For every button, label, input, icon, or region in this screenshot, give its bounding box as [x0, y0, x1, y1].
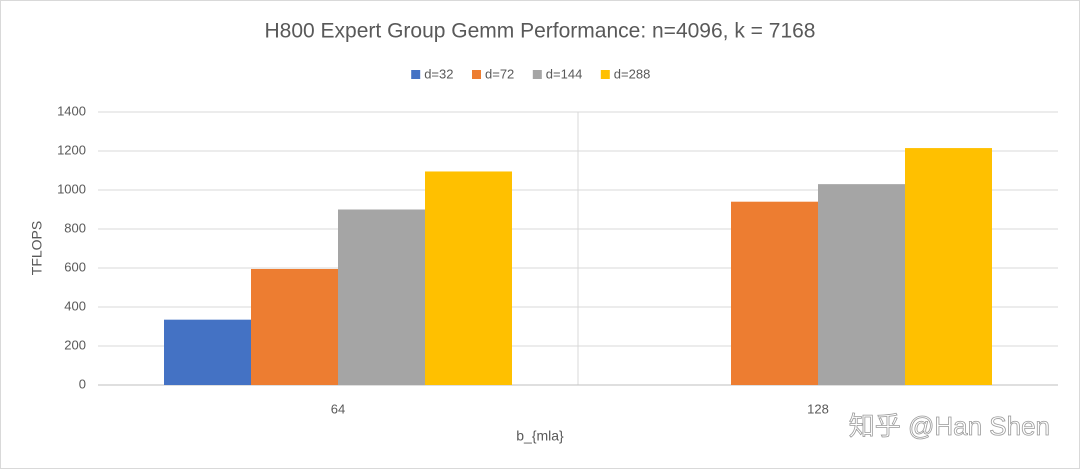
- y-tick-label: 1200: [57, 142, 86, 157]
- y-tick-label: 800: [64, 220, 86, 235]
- x-tick-label: 128: [807, 401, 829, 416]
- legend-label: d=72: [485, 66, 514, 81]
- y-tick-label: 0: [79, 376, 86, 391]
- y-tick-label: 400: [64, 298, 86, 313]
- y-tick-label: 1400: [57, 103, 86, 118]
- x-axis-label: b_{mla}: [516, 428, 564, 444]
- bar: [164, 319, 251, 385]
- legend-swatch: [472, 70, 481, 79]
- legend-label: d=288: [614, 66, 651, 81]
- y-tick-label: 1000: [57, 181, 86, 196]
- y-tick-label: 200: [64, 337, 86, 352]
- y-axis-label: TFLOPS: [29, 221, 45, 275]
- bar: [251, 268, 338, 385]
- bar: [425, 171, 512, 385]
- watermark: 知乎 @Han Shen: [849, 411, 1050, 441]
- legend-swatch: [411, 70, 421, 79]
- legend-label: d=32: [424, 66, 453, 81]
- legend-swatch: [600, 70, 610, 79]
- chart-title: H800 Expert Group Gemm Performance: n=40…: [265, 20, 816, 43]
- y-tick-label: 600: [64, 259, 86, 274]
- bar: [731, 201, 818, 385]
- bar: [818, 184, 905, 385]
- bar: [338, 209, 425, 385]
- legend-swatch: [532, 70, 542, 79]
- bar: [905, 148, 992, 385]
- legend-label: d=144: [546, 66, 583, 81]
- x-tick-label: 64: [331, 401, 345, 416]
